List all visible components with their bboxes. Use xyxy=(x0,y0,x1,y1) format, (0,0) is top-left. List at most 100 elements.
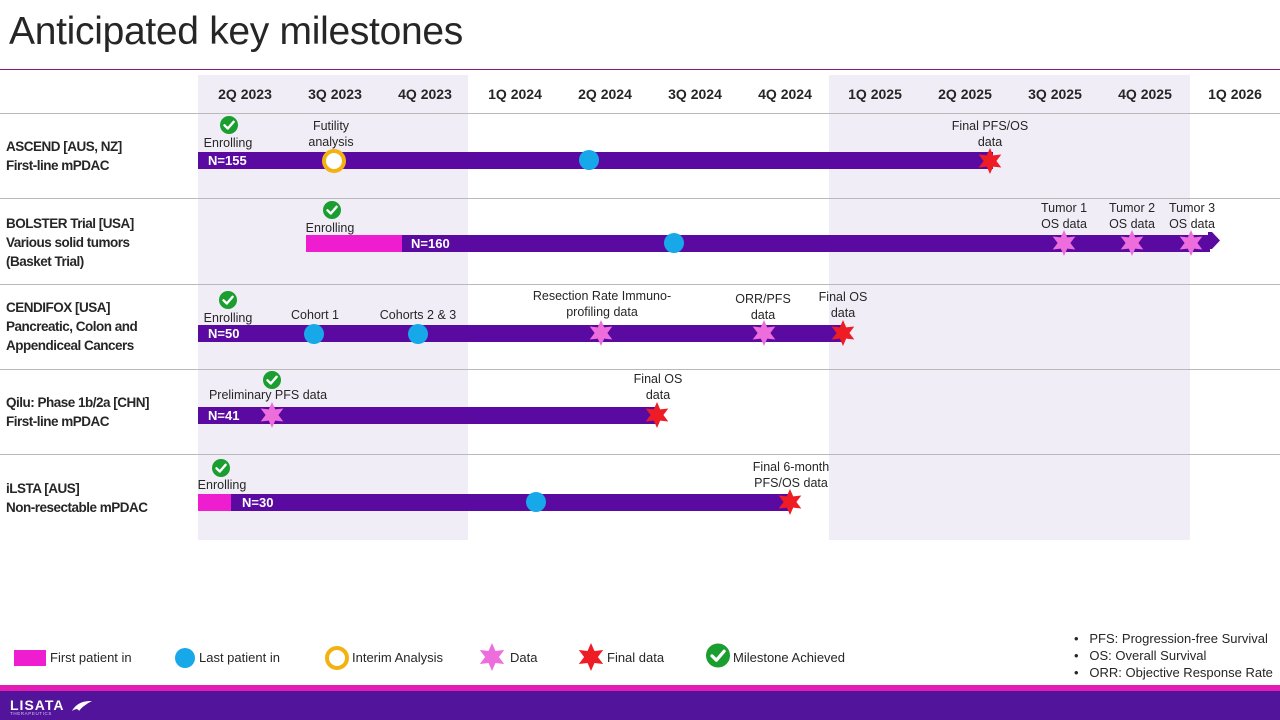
milestone-achieved-icon xyxy=(323,201,341,219)
trial-indication: First-line mPDAC xyxy=(6,414,110,429)
trial-label-ascend: ASCEND [AUS, NZ] First-line mPDAC xyxy=(6,137,122,175)
footer-bar xyxy=(0,691,1280,720)
trial-indication: Non-resectable mPDAC xyxy=(6,500,148,515)
interim-analysis-marker xyxy=(322,149,346,173)
enrollment-count: N=30 xyxy=(242,495,274,510)
trial-label-cendifox: CENDIFOX [USA] Pancreatic, Colon and App… xyxy=(6,298,138,355)
logo-wordmark: LISATA xyxy=(10,697,64,713)
quarter-header: 1Q 2025 xyxy=(848,86,902,102)
title-divider xyxy=(0,69,1280,70)
data-star-swatch-icon xyxy=(478,643,506,671)
milestone-label: Final OS data xyxy=(818,290,868,320)
trial-name: Qilu: Phase 1b/2a [CHN] xyxy=(6,395,150,410)
footer-accent xyxy=(0,685,1280,691)
trial-label-bolster: BOLSTER Trial [USA] Various solid tumors… xyxy=(6,214,134,271)
trial-indication: Various solid tumors xyxy=(6,235,130,250)
quarter-header: 4Q 2024 xyxy=(758,86,812,102)
quarter-header: 1Q 2024 xyxy=(488,86,542,102)
row-divider xyxy=(0,113,1280,114)
milestone-label: Tumor 3 OS data xyxy=(1168,201,1216,231)
milestone-achieved-icon xyxy=(212,459,230,477)
row-divider xyxy=(0,369,1280,370)
milestone-label: Tumor 1 OS data xyxy=(1040,201,1088,231)
quarter-header: 3Q 2023 xyxy=(308,86,362,102)
trial-bar-qilu xyxy=(198,407,659,424)
trial-bar-bolster xyxy=(402,235,1210,252)
row-divider xyxy=(0,198,1280,199)
milestone-label: Enrolling xyxy=(305,221,355,235)
data-star-icon xyxy=(1051,230,1077,256)
quarter-header: 3Q 2025 xyxy=(1028,86,1082,102)
cohort-marker xyxy=(408,324,428,344)
trial-indication: First-line mPDAC xyxy=(6,158,110,173)
milestone-label: Final 6-month PFS/OS data xyxy=(752,460,830,490)
data-star-icon xyxy=(751,320,777,346)
bullet: • xyxy=(1074,648,1090,663)
milestone-label: Enrolling xyxy=(203,136,253,150)
milestone-achieved-icon xyxy=(220,116,238,134)
logo-mark-icon xyxy=(71,701,92,712)
bullet: • xyxy=(1074,631,1090,646)
quarter-header: 3Q 2024 xyxy=(668,86,722,102)
quarter-header: 4Q 2023 xyxy=(398,86,452,102)
data-star-icon xyxy=(588,320,614,346)
abbreviation-notes: • PFS: Progression-free Survival • OS: O… xyxy=(1074,630,1273,681)
row-divider xyxy=(0,284,1280,285)
data-star-icon xyxy=(259,402,285,428)
milestone-label: Final OS data xyxy=(633,372,683,402)
legend-first-patient-in: First patient in xyxy=(50,650,132,665)
trial-bar-ilsta xyxy=(231,494,791,511)
milestone-label: Final PFS/OS data xyxy=(951,119,1029,149)
last-patient-in-marker xyxy=(526,492,546,512)
final-data-star-swatch-icon xyxy=(577,643,605,671)
trial-bar-cendifox xyxy=(198,325,844,342)
milestone-label: Cohorts 2 & 3 xyxy=(379,308,457,322)
milestone-achieved-swatch-icon xyxy=(706,643,730,673)
bar-arrowhead xyxy=(1208,232,1220,254)
milestone-label: Tumor 2 OS data xyxy=(1108,201,1156,231)
trial-name: iLSTA [AUS] xyxy=(6,481,80,496)
note-orr: ORR: Objective Response Rate xyxy=(1089,665,1273,680)
page-title: Anticipated key milestones xyxy=(9,10,463,53)
milestone-achieved-icon xyxy=(263,371,281,389)
quarter-header: 2Q 2025 xyxy=(938,86,992,102)
milestone-label: Resection Rate Immuno-profiling data xyxy=(532,289,672,319)
first-patient-in-segment xyxy=(198,494,231,511)
interim-analysis-swatch xyxy=(325,646,349,670)
last-patient-in-marker xyxy=(579,150,599,170)
trial-label-ilsta: iLSTA [AUS] Non-resectable mPDAC xyxy=(6,479,148,517)
note-pfs: PFS: Progression-free Survival xyxy=(1089,631,1268,646)
legend-milestone-achieved: Milestone Achieved xyxy=(733,650,846,665)
data-star-icon xyxy=(1119,230,1145,256)
data-star-icon xyxy=(1178,230,1204,256)
legend-data: Data xyxy=(510,650,538,665)
cohort-marker xyxy=(304,324,324,344)
milestone-label: Cohort 1 xyxy=(291,308,339,322)
note-os: OS: Overall Survival xyxy=(1089,648,1207,663)
logo-tagline: THERAPEUTICS xyxy=(10,711,52,716)
trial-label-qilu: Qilu: Phase 1b/2a [CHN] First-line mPDAC xyxy=(6,393,150,431)
trial-indication: Appendiceal Cancers xyxy=(6,338,134,353)
milestone-label: Preliminary PFS data xyxy=(208,388,328,402)
company-logo: LISATA xyxy=(10,697,93,713)
milestone-label: Enrolling xyxy=(203,311,253,325)
milestone-label: Enrolling xyxy=(197,478,247,492)
final-data-star-icon xyxy=(644,402,670,428)
quarter-header: 1Q 2026 xyxy=(1208,86,1262,102)
trial-indication: (Basket Trial) xyxy=(6,254,84,269)
last-patient-in-marker xyxy=(664,233,684,253)
final-data-star-icon xyxy=(977,148,1003,174)
milestone-label: ORR/PFS data xyxy=(735,292,791,322)
quarter-header: 2Q 2023 xyxy=(218,86,272,102)
final-data-star-icon xyxy=(777,489,803,515)
enrollment-count: N=50 xyxy=(208,326,240,341)
row-divider xyxy=(0,454,1280,455)
quarter-header: 4Q 2025 xyxy=(1118,86,1172,102)
first-patient-in-swatch xyxy=(14,650,46,666)
milestone-label: Futility analysis xyxy=(308,119,354,149)
enrollment-count: N=155 xyxy=(208,153,247,168)
first-patient-in-segment xyxy=(306,235,402,252)
trial-name: BOLSTER Trial [USA] xyxy=(6,216,134,231)
legend-interim-analysis: Interim Analysis xyxy=(352,650,444,665)
trial-indication: Pancreatic, Colon and xyxy=(6,319,138,334)
